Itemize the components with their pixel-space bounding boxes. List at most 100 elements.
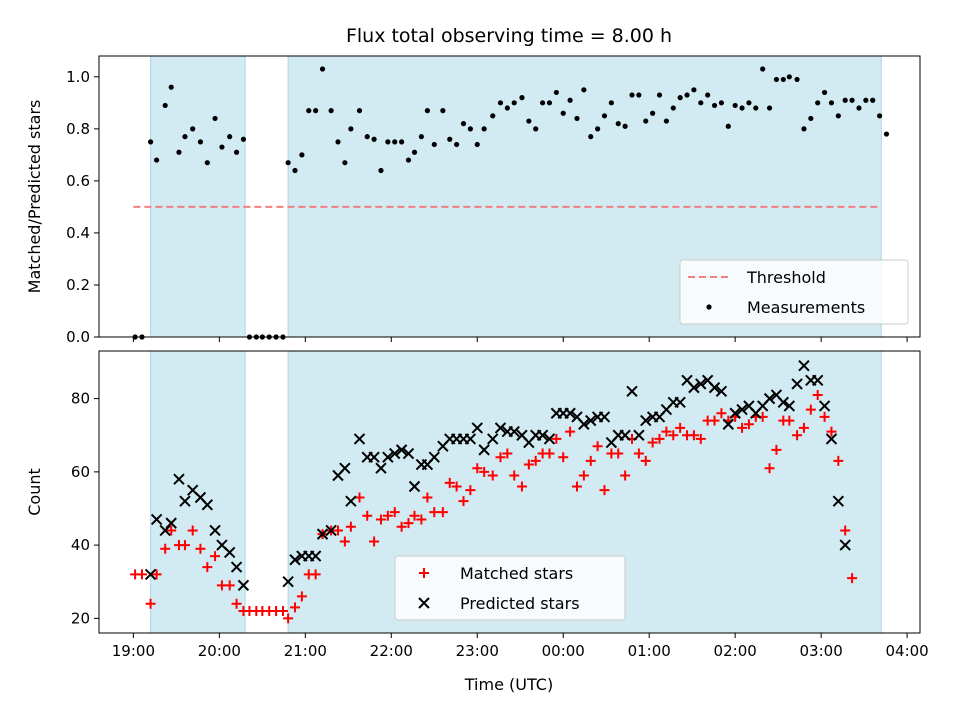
data-point (763, 392, 776, 405)
data-point (204, 160, 210, 166)
data-point (223, 546, 236, 559)
data-point (472, 463, 483, 474)
data-point (622, 123, 628, 129)
data-point (595, 126, 601, 132)
data-point (773, 76, 780, 83)
x-tick-label: 03:00 (800, 642, 843, 660)
data-point (316, 528, 329, 540)
data-point (792, 430, 803, 441)
data-point (551, 433, 562, 444)
y-tick-label: 60 (71, 463, 90, 481)
data-point (688, 381, 700, 394)
data-point (428, 451, 440, 463)
data-point (711, 102, 718, 109)
data-point (160, 543, 171, 554)
data-point (458, 496, 469, 507)
data-point (784, 415, 795, 426)
x-axis-title: Time (UTC) (464, 675, 553, 694)
data-point (240, 136, 247, 142)
data-point (165, 517, 177, 529)
data-point (508, 425, 520, 438)
data-point (219, 144, 225, 150)
data-point (870, 97, 876, 103)
data-point (677, 95, 683, 101)
x-tick-label: 01:00 (628, 642, 671, 660)
data-point (842, 97, 848, 103)
data-point (296, 591, 307, 602)
data-point (345, 495, 357, 507)
data-point (794, 76, 800, 83)
data-point (764, 463, 775, 474)
data-point (601, 113, 608, 119)
y-tick-label: 1.0 (66, 68, 90, 86)
data-point (691, 87, 697, 93)
data-point (705, 92, 711, 98)
y-axis-title: Count (25, 468, 44, 516)
data-point (746, 100, 752, 106)
data-point (144, 568, 157, 581)
data-point (502, 448, 513, 459)
y-tick-label: 0.2 (66, 276, 90, 294)
y-tick-label: 80 (71, 390, 90, 408)
data-point (619, 429, 631, 441)
data-point (640, 414, 652, 427)
data-point (801, 126, 807, 132)
data-point (237, 579, 250, 592)
data-point (725, 123, 731, 129)
data-point (444, 477, 455, 488)
data-point (633, 429, 645, 441)
data-point (840, 525, 851, 536)
data-point (847, 573, 858, 584)
data-point (739, 105, 745, 111)
legend-measurements-label: Measurements (747, 298, 865, 317)
data-point (753, 105, 759, 111)
data-point (212, 115, 218, 122)
data-point (633, 448, 644, 459)
data-point (440, 108, 446, 114)
data-point (876, 113, 883, 119)
legend: Threshold Measurements (679, 259, 909, 325)
data-point (385, 139, 391, 145)
data-point (182, 134, 188, 140)
data-point (190, 126, 196, 132)
data-point (832, 495, 845, 507)
y-axis-title: Matched/Predicted stars (25, 100, 44, 294)
data-point (368, 451, 380, 463)
data-point (766, 105, 773, 111)
data-point (544, 448, 555, 459)
legend-measurements-swatch (706, 304, 712, 310)
data-point (481, 126, 487, 132)
data-point (422, 492, 433, 503)
data-point (342, 160, 348, 166)
data-point (490, 113, 496, 119)
data-point (429, 507, 440, 518)
legend-predicted-label: Predicted stars (460, 594, 580, 613)
data-point (783, 400, 796, 412)
data-point (674, 396, 686, 408)
data-point (530, 455, 541, 466)
axes-frame (98, 55, 921, 338)
data-point (332, 525, 343, 536)
legend: Matched stars Predicted stars (394, 555, 626, 621)
data-point (382, 510, 393, 521)
data-point (675, 422, 686, 433)
data-point (636, 92, 642, 98)
data-point (608, 100, 614, 106)
data-point (310, 569, 321, 580)
data-point (578, 470, 589, 481)
data-point (654, 433, 665, 444)
data-point (546, 100, 553, 106)
y-tick-label: 0.8 (66, 120, 90, 138)
data-point (805, 404, 816, 415)
data-point (339, 462, 351, 474)
data-point (319, 66, 326, 72)
data-point (187, 525, 198, 536)
y-tick-label: 40 (71, 536, 90, 554)
data-point (309, 550, 322, 562)
data-point (585, 455, 596, 466)
data-point (821, 89, 828, 96)
data-point (565, 426, 576, 437)
data-point (585, 414, 597, 427)
data-point (283, 613, 294, 624)
data-point (558, 452, 569, 463)
